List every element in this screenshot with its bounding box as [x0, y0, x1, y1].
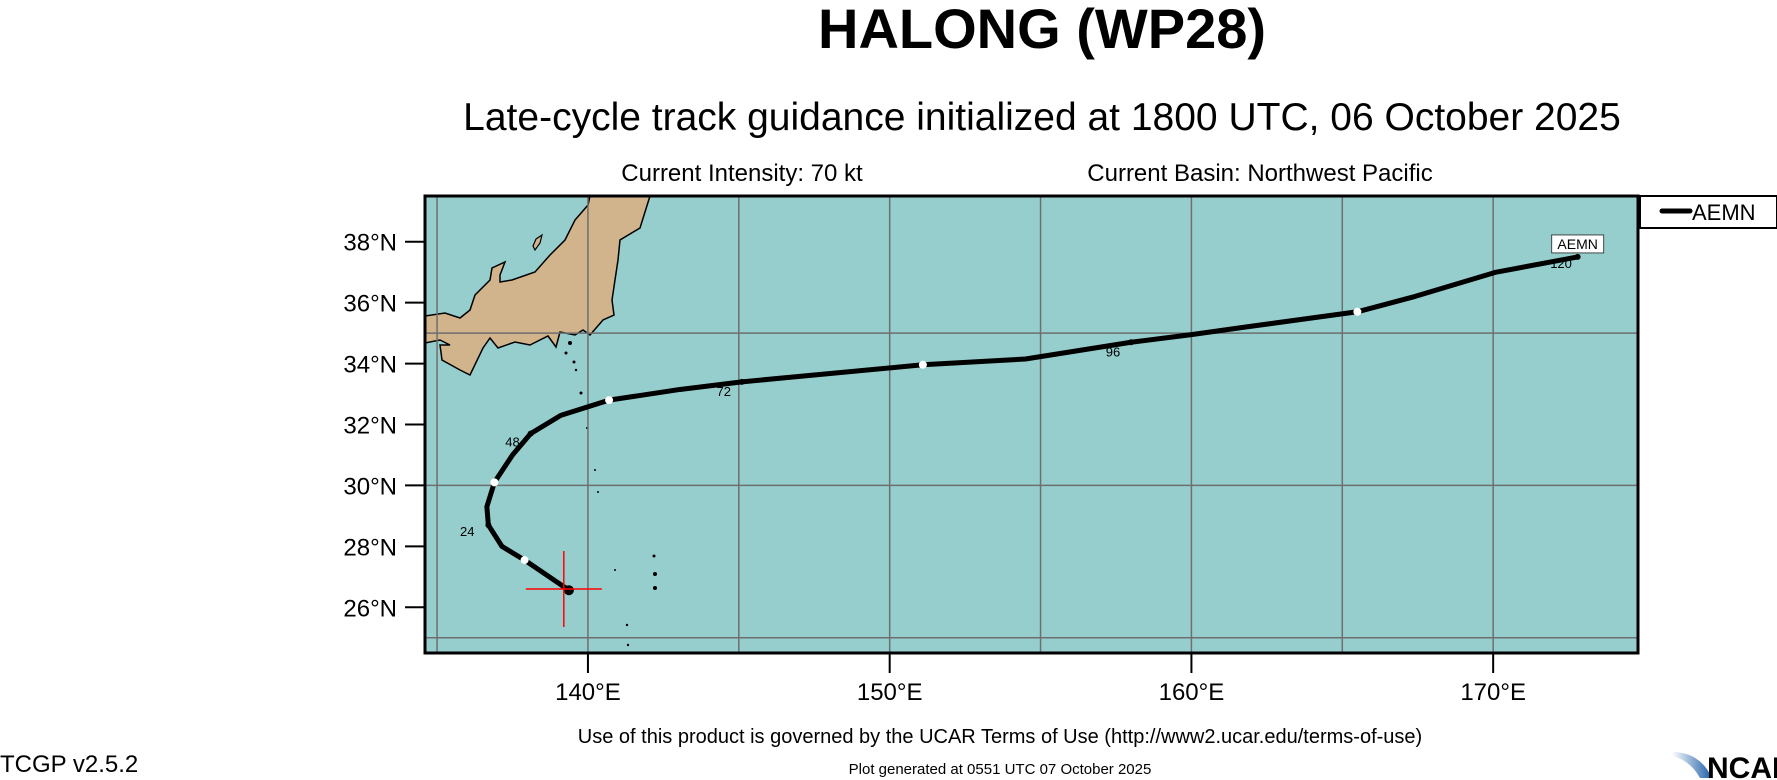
sado-island — [532, 233, 543, 252]
track-point-36h — [490, 478, 499, 487]
y-tick-label: 36°N — [343, 291, 397, 318]
ncar-logo: NCAR — [1672, 752, 1777, 780]
track-point-120h — [1574, 253, 1581, 260]
legend-label-aemn: AEMN — [1692, 200, 1756, 225]
end-label-aemn: AEMN — [1557, 236, 1597, 252]
y-tick-label: 26°N — [343, 595, 397, 622]
y-tick-label: 34°N — [343, 352, 397, 379]
forecast-hour-label: 72 — [716, 384, 730, 399]
japan-land — [425, 196, 651, 377]
forecast-hour-label: 120 — [1550, 256, 1572, 271]
x-tick-label: 170°E — [1460, 679, 1526, 706]
current-intensity: Current Intensity: 70 kt — [621, 160, 863, 187]
track-point-24h — [485, 522, 492, 529]
x-tick-label: 140°E — [555, 679, 621, 706]
generated-time: Plot generated at 0551 UTC 07 October 20… — [849, 761, 1152, 778]
y-tick-label: 30°N — [343, 473, 397, 500]
y-tick-label: 32°N — [343, 413, 397, 440]
x-tick-label: 150°E — [857, 679, 923, 706]
chart-title: HALONG (WP28) — [818, 0, 1266, 60]
track-point-72h — [738, 378, 745, 385]
track-point-12h — [520, 556, 529, 565]
track-point-48h — [527, 430, 534, 437]
y-tick-label: 38°N — [343, 230, 397, 257]
aemn-track: 24 48 72 96 120 AEMN — [460, 234, 1605, 628]
track-point-60h — [605, 396, 614, 405]
track-point-108h — [1353, 307, 1362, 316]
y-tick-label: 28°N — [343, 534, 397, 561]
terms-of-use: Use of this product is governed by the U… — [578, 726, 1422, 748]
version-label: TCGP v2.5.2 — [0, 751, 138, 778]
track-point-84h — [918, 360, 927, 369]
x-tick-label: 160°E — [1159, 679, 1225, 706]
chart-subtitle: Late-cycle track guidance initialized at… — [463, 96, 1621, 139]
track-point-96h — [1128, 339, 1135, 346]
ncar-logo-text: NCAR — [1707, 752, 1777, 780]
ocean-background — [425, 196, 1638, 653]
small-islands — [564, 341, 657, 647]
forecast-hour-label: 24 — [460, 524, 474, 539]
current-basin: Current Basin: Northwest Pacific — [1087, 160, 1432, 187]
end-label-box — [1551, 234, 1605, 254]
track-start-point — [563, 585, 574, 596]
forecast-hour-label: 48 — [505, 434, 519, 449]
track-line-aemn — [484, 254, 1579, 593]
forecast-hour-label: 96 — [1106, 344, 1120, 359]
legend: AEMN — [1639, 195, 1777, 229]
axes: 140°E 150°E 160°E 170°E 26°N 28°N 30°N 32°N 34°N… — [343, 230, 1526, 706]
